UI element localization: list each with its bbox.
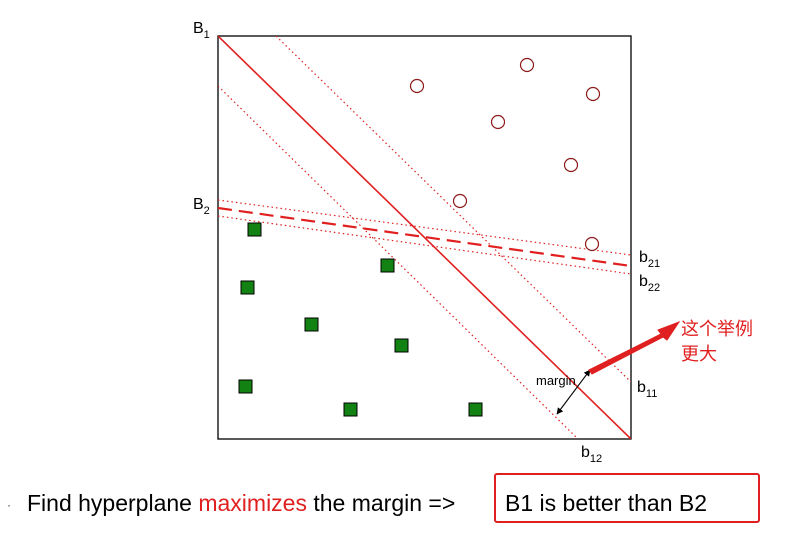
caption: · Find hyperplane maximizes the margin =… [0,470,805,530]
square-points [238,222,483,417]
plot-frame [217,35,632,440]
square-point [240,280,255,295]
label-B1: B1 [193,20,210,41]
caption-highlight: maximizes [198,490,307,516]
margin-label: margin [536,373,576,388]
conclusion-box [494,473,760,523]
caption-before: Find hyperplane [27,490,199,516]
margin-line-b12 [218,85,579,439]
circle-point [584,236,600,252]
square-point [343,402,358,417]
caption-text: Find hyperplane maximizes the margin => [27,490,455,517]
circle-point [585,86,601,102]
label-B2: B2 [193,196,210,217]
margin-line-b11 [275,36,631,383]
annotation-line2: 更大 [681,344,717,365]
square-point [304,317,319,332]
label-b11: b11 [637,379,657,400]
circle-point [490,114,506,130]
annotation-line1: 这个举例 [681,319,753,340]
annotation-arrow [588,320,681,375]
square-point [238,379,253,394]
margin-arrow [556,369,591,415]
margin-line-b21 [218,199,631,256]
circle-point [452,193,468,209]
circle-points [409,57,601,252]
bullet-point: · [7,498,11,512]
label-b21: b21 [639,249,660,270]
circle-point [409,78,425,94]
caption-after: the margin => [306,490,456,516]
circle-point [519,57,535,73]
label-b12: b12 [581,444,602,465]
circle-point [563,157,579,173]
label-b22: b22 [639,273,660,294]
hyperplane-b2 [218,206,631,268]
conclusion-text: B1 is better than B2 [505,490,708,516]
margin-line-b22 [218,215,631,275]
square-point [394,338,409,353]
square-point [380,258,395,273]
square-point [468,402,483,417]
square-point [247,222,262,237]
svm-margin-diagram: margin B1 B2 b21 b22 b11 b12 这个举例 更大 [193,20,753,465]
